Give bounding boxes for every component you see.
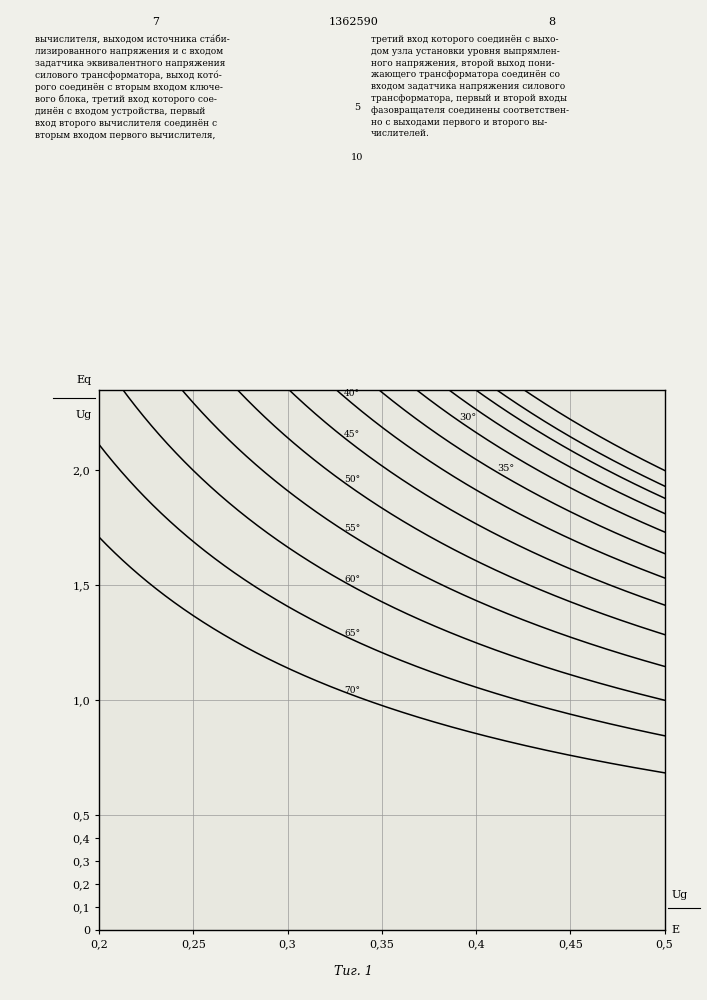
Text: 55°: 55° <box>344 524 361 533</box>
Text: вычислителя, выходом источника ста́би-
лизированного напряжения и с входом
задат: вычислителя, выходом источника ста́би- л… <box>35 35 230 140</box>
Text: 10: 10 <box>351 153 363 162</box>
Text: 7: 7 <box>152 17 159 27</box>
Text: Ug: Ug <box>672 890 688 900</box>
Text: 60°: 60° <box>344 575 360 584</box>
Text: E: E <box>672 925 679 935</box>
Text: 1362590: 1362590 <box>329 17 378 27</box>
Text: 5: 5 <box>354 103 360 112</box>
Text: 65°: 65° <box>344 629 360 638</box>
Text: 8: 8 <box>548 17 555 27</box>
Text: Eq: Eq <box>77 375 92 385</box>
Text: 35°: 35° <box>497 464 514 473</box>
Text: Τиг. 1: Τиг. 1 <box>334 965 373 978</box>
Text: 70°: 70° <box>344 686 360 695</box>
Text: Ug: Ug <box>76 410 92 420</box>
Text: 50°: 50° <box>344 475 360 484</box>
Text: третий вход которого соединён с выхо-
дом узла установки уровня выпрямлен-
ного : третий вход которого соединён с выхо- до… <box>371 35 569 138</box>
Text: 40°: 40° <box>344 389 360 398</box>
Text: 45°: 45° <box>344 430 360 439</box>
Text: 30°: 30° <box>459 413 477 422</box>
